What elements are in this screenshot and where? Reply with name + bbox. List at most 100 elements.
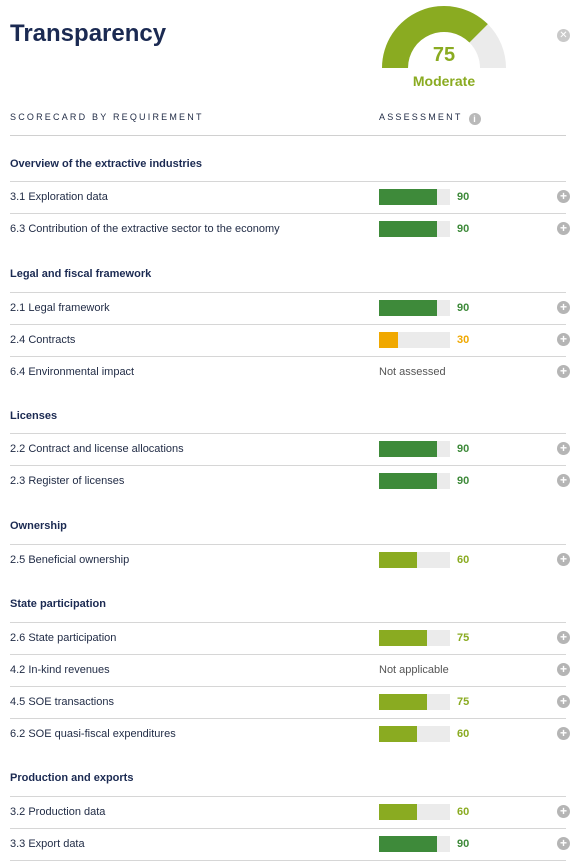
score-bar: [379, 804, 450, 820]
row-divider: [10, 324, 566, 325]
row-divider: [10, 622, 566, 623]
requirement-row[interactable]: 4.2 In-kind revenues Not applicable +: [0, 654, 576, 685]
requirement-label: 3.2 Production data: [10, 806, 106, 818]
score-bar-fill: [379, 221, 437, 237]
row-divider: [10, 686, 566, 687]
requirement-row[interactable]: 3.2 Production data 60 +: [0, 796, 576, 827]
requirement-label: 2.5 Beneficial ownership: [10, 554, 130, 566]
score-bar: [379, 332, 450, 348]
row-divider: [10, 292, 566, 293]
score-bar-fill: [379, 441, 437, 457]
score-value: 90: [457, 443, 470, 455]
expand-plus-icon[interactable]: +: [557, 553, 570, 566]
score-value: 90: [457, 302, 470, 314]
group-title: Overview of the extractive industries: [10, 158, 202, 170]
expand-plus-icon[interactable]: +: [557, 301, 570, 314]
requirement-label: 2.3 Register of licenses: [10, 475, 125, 487]
group-title: Licenses: [10, 410, 58, 422]
group-title: Ownership: [10, 520, 67, 532]
score-bar-fill: [379, 552, 418, 568]
page-title: Transparency: [10, 20, 167, 47]
bottom-divider: [10, 860, 566, 861]
score-bar: [379, 694, 450, 710]
row-divider: [10, 544, 566, 545]
score-bar-fill: [379, 726, 418, 742]
row-divider: [10, 356, 566, 357]
score-bar: [379, 221, 450, 237]
group-title: Legal and fiscal framework: [10, 268, 152, 280]
requirement-label: 2.4 Contracts: [10, 334, 76, 346]
requirement-label: 4.2 In-kind revenues: [10, 664, 110, 676]
score-value: 90: [457, 191, 470, 203]
requirement-row[interactable]: 2.6 State participation 75 +: [0, 622, 576, 653]
score-bar: [379, 189, 450, 205]
requirement-row[interactable]: 4.5 SOE transactions 75 +: [0, 686, 576, 717]
requirement-label: 2.1 Legal framework: [10, 302, 110, 314]
row-divider: [10, 796, 566, 797]
requirement-row[interactable]: 2.3 Register of licenses 90 +: [0, 465, 576, 496]
requirement-row[interactable]: 2.5 Beneficial ownership 60 +: [0, 544, 576, 575]
score-bar: [379, 726, 450, 742]
requirement-label: 2.2 Contract and license allocations: [10, 443, 184, 455]
score-value: 60: [457, 554, 470, 566]
header-divider: [10, 135, 566, 136]
score-bar-fill: [379, 473, 437, 489]
requirement-label: 3.1 Exploration data: [10, 191, 108, 203]
requirement-row[interactable]: 2.4 Contracts 30 +: [0, 324, 576, 355]
requirement-label: 2.6 State participation: [10, 632, 117, 644]
expand-plus-icon[interactable]: +: [557, 190, 570, 203]
requirement-label: 6.3 Contribution of the extractive secto…: [10, 223, 280, 235]
score-value: 75: [457, 632, 470, 644]
row-divider: [10, 181, 566, 182]
requirement-row[interactable]: 6.4 Environmental impact Not assessed +: [0, 356, 576, 387]
score-value: 30: [457, 334, 470, 346]
requirement-label: 6.2 SOE quasi-fiscal expenditures: [10, 728, 176, 740]
score-bar: [379, 300, 450, 316]
score-bar-fill: [379, 189, 437, 205]
gauge-score: 75: [432, 44, 456, 66]
score-bar-fill: [379, 836, 437, 852]
expand-plus-icon[interactable]: +: [557, 727, 570, 740]
info-icon[interactable]: i: [468, 113, 481, 125]
score-bar-fill: [379, 694, 427, 710]
score-value: 90: [457, 475, 470, 487]
close-icon[interactable]: ✕: [557, 29, 570, 42]
expand-plus-icon[interactable]: +: [557, 837, 570, 850]
score-value: 90: [457, 838, 470, 850]
expand-plus-icon[interactable]: +: [557, 663, 570, 676]
score-gauge: [382, 6, 506, 68]
expand-plus-icon[interactable]: +: [557, 695, 570, 708]
requirement-row[interactable]: 3.3 Export data 90 +: [0, 828, 576, 859]
score-bar-fill: [379, 300, 437, 316]
expand-plus-icon[interactable]: +: [557, 365, 570, 378]
requirement-row[interactable]: 2.1 Legal framework 90 +: [0, 292, 576, 323]
assessment-column-header: ASSESSMENT i: [379, 112, 481, 125]
assessment-status: Not assessed: [379, 366, 446, 378]
score-bar-fill: [379, 804, 418, 820]
row-divider: [10, 465, 566, 466]
requirement-row[interactable]: 3.1 Exploration data 90 +: [0, 181, 576, 212]
row-divider: [10, 433, 566, 434]
assessment-status: Not applicable: [379, 664, 449, 676]
expand-plus-icon[interactable]: +: [557, 333, 570, 346]
expand-plus-icon[interactable]: +: [557, 442, 570, 455]
scorecard-column-header: SCORECARD BY REQUIREMENT: [10, 112, 204, 122]
assessment-header-label: ASSESSMENT: [379, 112, 463, 122]
score-bar: [379, 836, 450, 852]
requirement-row[interactable]: 6.2 SOE quasi-fiscal expenditures 60 +: [0, 718, 576, 749]
gauge-rating-label: Moderate: [412, 73, 476, 89]
score-bar: [379, 473, 450, 489]
score-bar-fill: [379, 630, 427, 646]
score-value: 60: [457, 728, 470, 740]
gauge-fill: [382, 6, 488, 68]
row-divider: [10, 828, 566, 829]
expand-plus-icon[interactable]: +: [557, 222, 570, 235]
expand-plus-icon[interactable]: +: [557, 631, 570, 644]
requirement-row[interactable]: 2.2 Contract and license allocations 90 +: [0, 433, 576, 464]
score-value: 75: [457, 696, 470, 708]
expand-plus-icon[interactable]: +: [557, 474, 570, 487]
expand-plus-icon[interactable]: +: [557, 805, 570, 818]
row-divider: [10, 213, 566, 214]
requirement-row[interactable]: 6.3 Contribution of the extractive secto…: [0, 213, 576, 244]
